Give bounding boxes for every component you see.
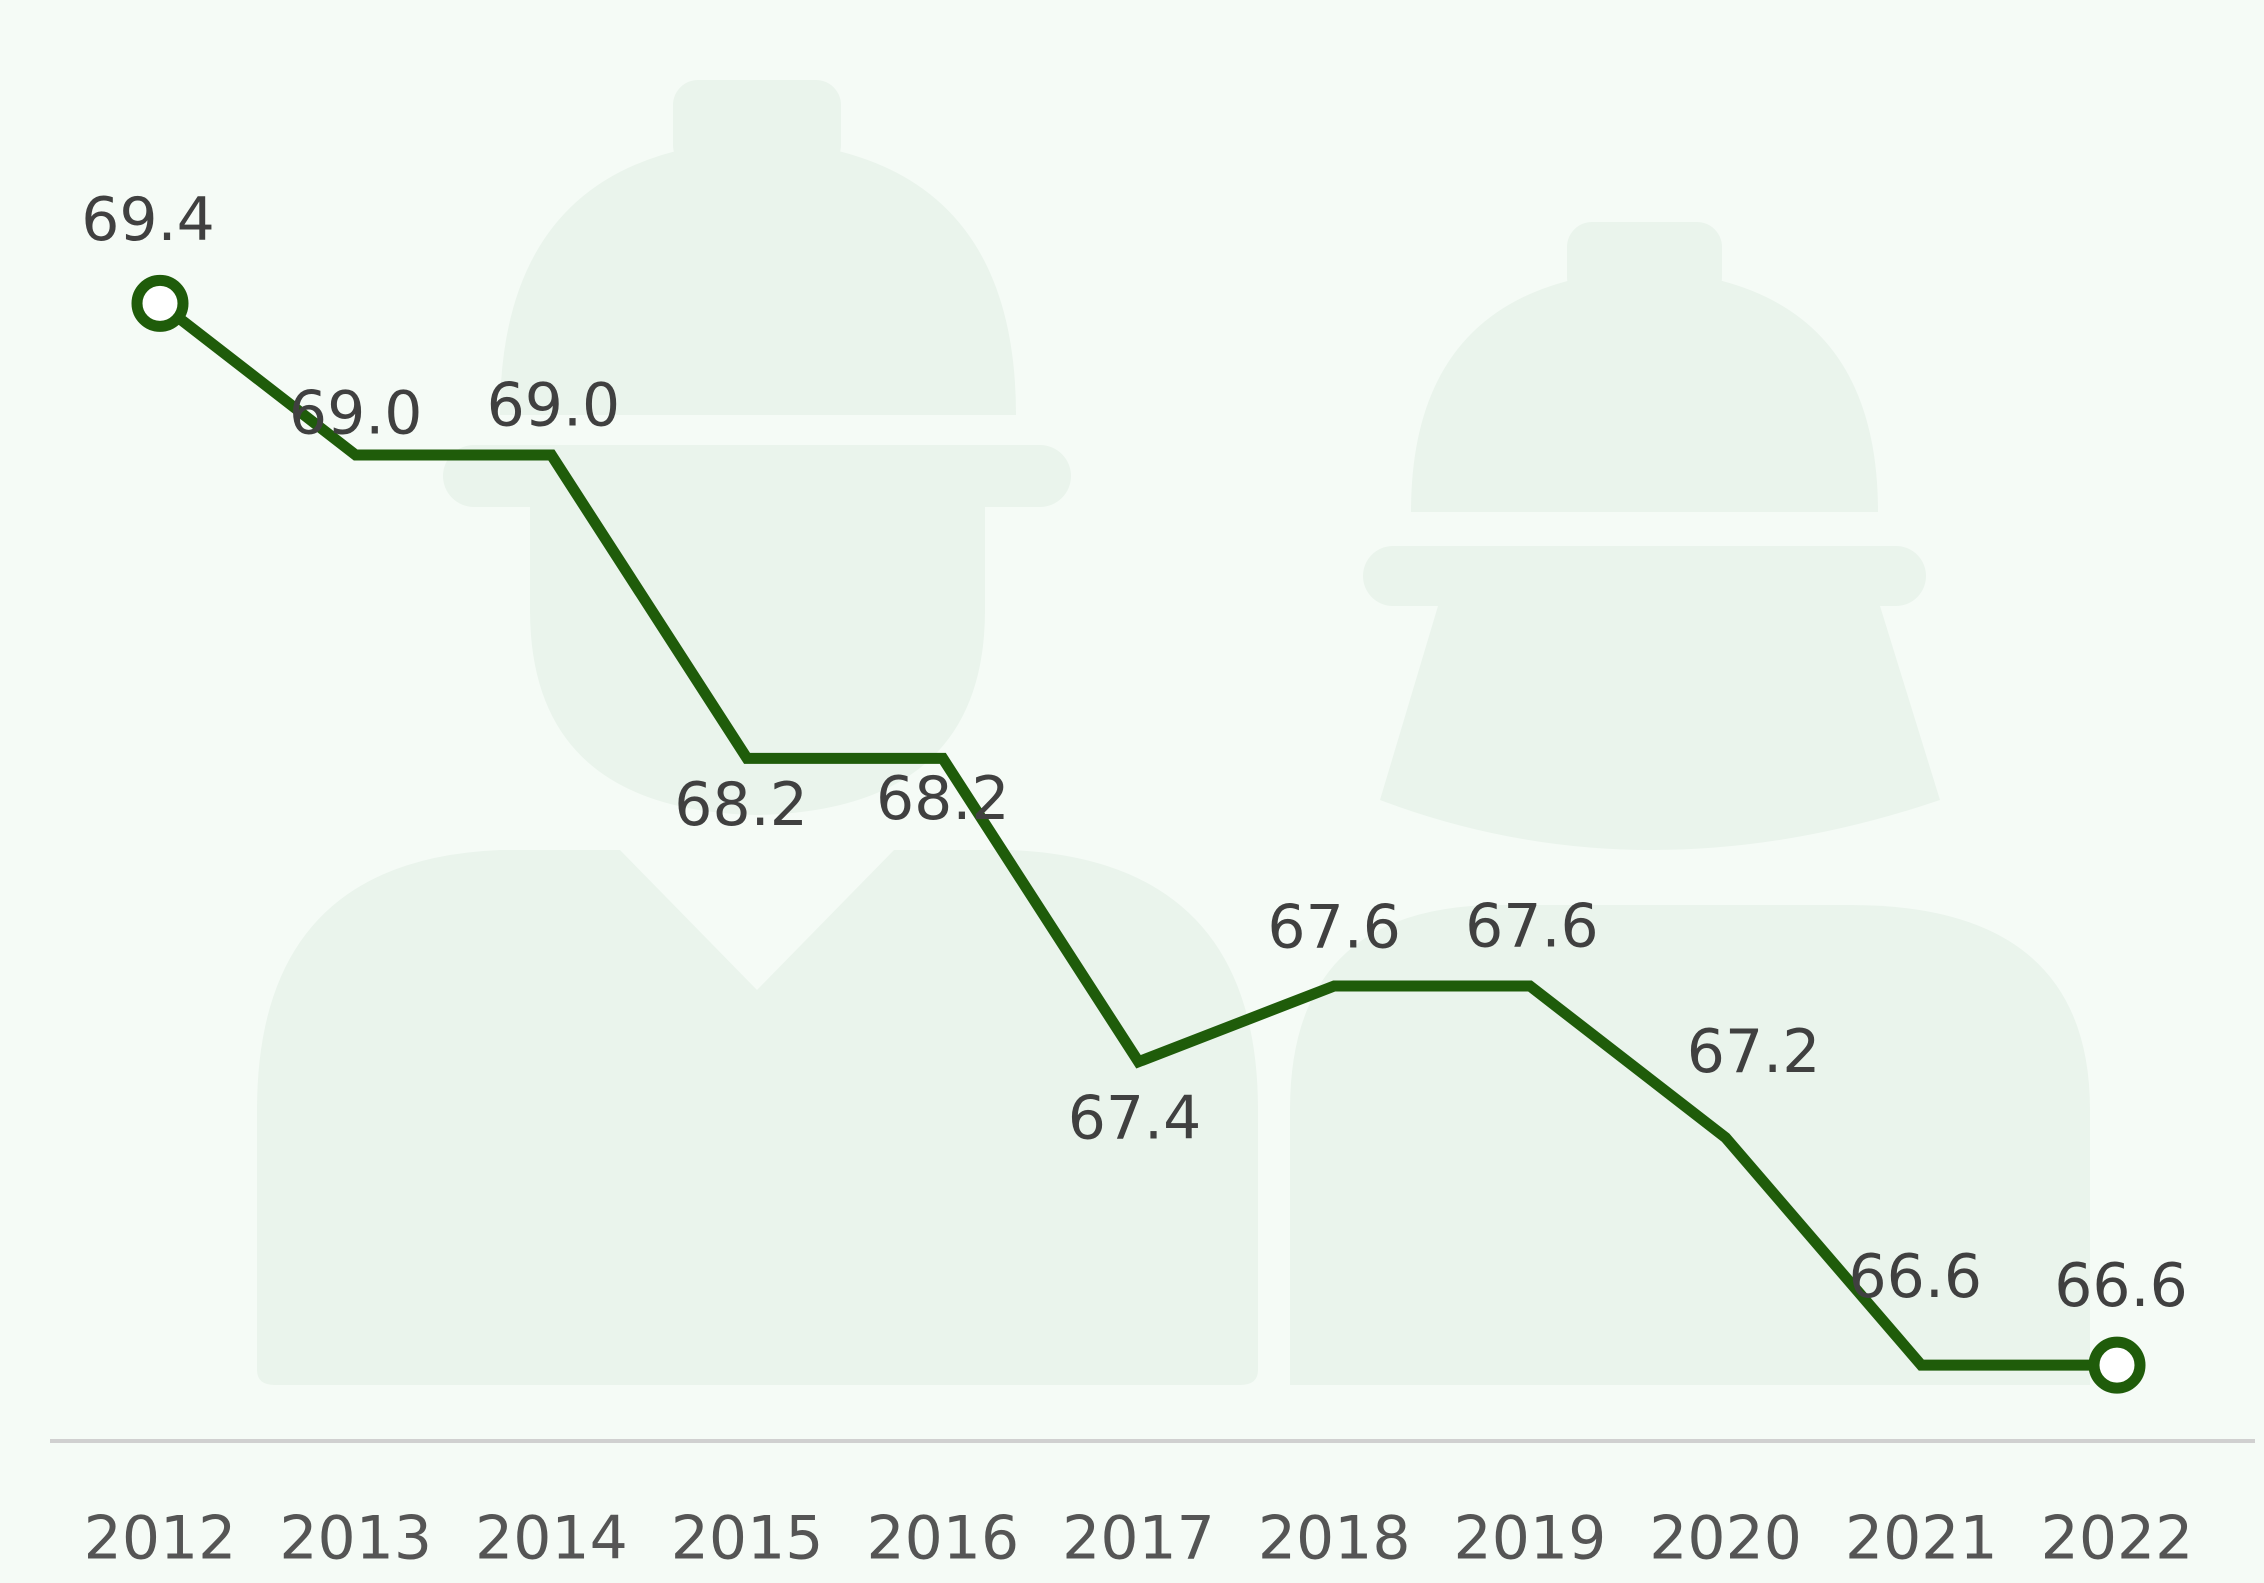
data-label: 68.2 xyxy=(674,770,808,840)
page: 2012 2013 2014 2015 2016 2017 2018 2019 2020 2021… xyxy=(0,0,2264,1583)
data-label: 67.6 xyxy=(1267,893,1401,963)
end-marker xyxy=(2094,1342,2140,1388)
chart: 2012 2013 2014 2015 2016 2017 2018 2019 2020 2021… xyxy=(0,0,2264,1583)
x-tick-label: 2014 xyxy=(475,1504,628,1574)
x-tick-label: 2021 xyxy=(1845,1504,1998,1574)
data-label: 66.6 xyxy=(2054,1251,2188,1321)
x-tick-label: 2020 xyxy=(1649,1504,1802,1574)
data-label: 69.0 xyxy=(289,379,423,449)
x-tick-label: 2018 xyxy=(1258,1504,1411,1574)
data-label: 66.6 xyxy=(1849,1242,1983,1312)
data-label: 67.4 xyxy=(1068,1083,1202,1153)
end-marker xyxy=(137,280,183,326)
x-tick-label: 2012 xyxy=(84,1504,237,1574)
data-label: 69.4 xyxy=(81,185,215,255)
data-label: 67.6 xyxy=(1465,892,1599,962)
x-tick-label: 2022 xyxy=(2041,1504,2194,1574)
data-label: 68.2 xyxy=(876,764,1010,834)
x-tick-label: 2016 xyxy=(866,1504,1019,1574)
data-label: 67.2 xyxy=(1687,1017,1821,1087)
x-tick-label: 2013 xyxy=(279,1504,432,1574)
data-label: 69.0 xyxy=(487,371,621,441)
x-tick-label: 2017 xyxy=(1062,1504,1215,1574)
x-tick-label: 2019 xyxy=(1454,1504,1607,1574)
x-tick-label: 2015 xyxy=(671,1504,824,1574)
